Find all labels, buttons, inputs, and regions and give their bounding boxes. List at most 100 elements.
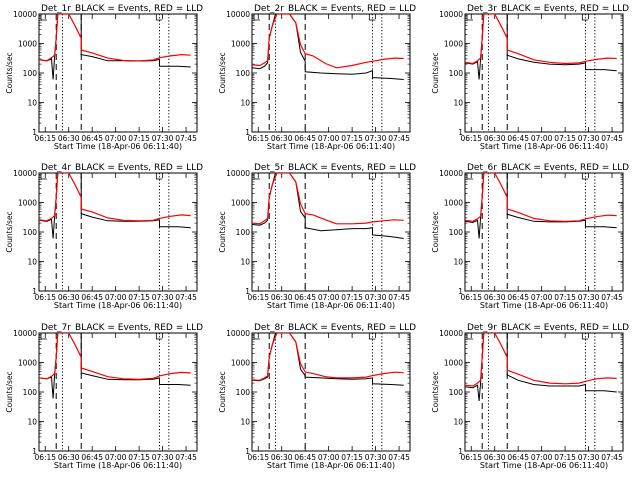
y-tick-label: 1000 <box>18 359 37 368</box>
y-tick-label: 100 <box>236 388 251 397</box>
detector-name: Det_7r <box>41 323 71 333</box>
y-tick-label: 10000 <box>226 329 250 338</box>
x-tick-label: 06:45 <box>81 293 103 302</box>
series-group <box>465 173 617 239</box>
y-axis-label: Counts/sec <box>218 371 227 412</box>
y-tick-label: 1000 <box>231 40 250 49</box>
y-tick-label: 1 <box>32 287 37 296</box>
legend-text: BLACK = Events, RED = LLD <box>501 163 629 173</box>
x-tick-label: 06:45 <box>294 453 316 462</box>
x-tick-label: 07:30 <box>152 134 174 143</box>
corner-marker <box>581 14 589 21</box>
legend-text: BLACK = Events, RED = LLD <box>75 323 203 333</box>
y-tick-label: 10 <box>240 258 250 267</box>
series-line-lld <box>465 173 617 222</box>
y-tick-label: 1 <box>458 128 463 137</box>
series-group <box>39 333 191 399</box>
x-tick-label: 06:45 <box>81 453 103 462</box>
x-tick-label: 06:15 <box>34 293 56 302</box>
x-tick-label: 07:30 <box>365 453 387 462</box>
y-tick-label: 100 <box>23 388 38 397</box>
panel-title: Det_3r BLACK = Events, RED = LLD <box>467 4 629 14</box>
panel-title: Det_2r BLACK = Events, RED = LLD <box>254 4 416 14</box>
x-tick-label: 07:45 <box>175 293 197 302</box>
x-tick-label: 06:15 <box>460 134 482 143</box>
detector-name: Det_9r <box>467 323 497 333</box>
panel-title: Det_9r BLACK = Events, RED = LLD <box>467 323 629 333</box>
series-group <box>39 14 191 80</box>
legend-text: BLACK = Events, RED = LLD <box>501 323 629 333</box>
series-line-lld <box>252 14 404 69</box>
y-tick-label: 100 <box>236 228 251 237</box>
y-tick-label: 1000 <box>231 359 250 368</box>
corner-marker <box>155 333 163 340</box>
x-tick-label: 07:30 <box>578 453 600 462</box>
y-tick-label: 1 <box>32 128 37 137</box>
corner-marker <box>40 333 47 340</box>
y-tick-label: 1000 <box>444 40 463 49</box>
panel-title: Det_1r BLACK = Events, RED = LLD <box>41 4 203 14</box>
x-tick-label: 07:30 <box>365 134 387 143</box>
y-tick-label: 10000 <box>439 329 463 338</box>
x-tick-label: 06:30 <box>484 134 506 143</box>
series-line-lld <box>39 333 191 380</box>
y-tick-label: 1000 <box>18 40 37 49</box>
x-tick-label: 07:00 <box>531 293 553 302</box>
x-tick-label: 06:45 <box>507 293 529 302</box>
detector-name: Det_4r <box>41 163 71 173</box>
panel-det-5r: Det_5r BLACK = Events, RED = LLD 1 10 100 100… <box>218 163 416 310</box>
series-group <box>465 14 617 80</box>
x-tick-label: 07:15 <box>554 293 576 302</box>
series-line-lld <box>465 333 617 387</box>
panel-title: Det_8r BLACK = Events, RED = LLD <box>254 323 416 333</box>
x-tick-label: 07:30 <box>365 293 387 302</box>
y-axis-label: Counts/sec <box>5 371 14 412</box>
y-tick-label: 1000 <box>231 199 250 208</box>
y-tick-label: 1 <box>245 287 250 296</box>
corner-marker <box>368 333 376 340</box>
panel-det-4r: Det_4r BLACK = Events, RED = LLD 1 10 100 100… <box>5 163 203 310</box>
x-tick-label: 07:45 <box>601 453 623 462</box>
y-tick-label: 10 <box>240 99 250 108</box>
x-tick-label: 06:15 <box>247 293 269 302</box>
panel-det-8r: Det_8r BLACK = Events, RED = LLD 1 10 100 100… <box>218 323 416 470</box>
x-tick-label: 07:30 <box>578 134 600 143</box>
legend-text: BLACK = Events, RED = LLD <box>288 163 416 173</box>
series-line-events <box>39 333 191 399</box>
x-axis-label: Start Time (18-Apr-06 06:11:40) <box>267 301 395 310</box>
x-tick-label: 07:15 <box>128 134 150 143</box>
corner-marker <box>40 173 47 180</box>
panel-det-1r: Det_1r BLACK = Events, RED = LLD 1 10 100 100… <box>5 4 203 151</box>
y-tick-label: 10 <box>453 418 463 427</box>
x-tick-label: 06:30 <box>58 293 80 302</box>
y-tick-label: 10000 <box>13 169 37 178</box>
x-tick-label: 07:00 <box>318 293 340 302</box>
x-tick-label: 07:00 <box>105 453 127 462</box>
series-line-events <box>39 14 191 80</box>
x-tick-label: 07:15 <box>128 453 150 462</box>
y-tick-label: 10 <box>27 418 37 427</box>
x-tick-label: 06:45 <box>294 134 316 143</box>
x-axis-label: Start Time (18-Apr-06 06:11:40) <box>54 461 182 470</box>
y-tick-label: 10000 <box>226 10 250 19</box>
x-tick-label: 06:15 <box>460 293 482 302</box>
y-tick-label: 1 <box>458 447 463 456</box>
x-tick-label: 06:45 <box>81 134 103 143</box>
panel-title: Det_4r BLACK = Events, RED = LLD <box>41 163 203 173</box>
x-tick-label: 06:15 <box>247 453 269 462</box>
detector-name: Det_2r <box>254 4 284 14</box>
x-tick-label: 07:45 <box>601 134 623 143</box>
x-tick-label: 07:00 <box>318 453 340 462</box>
x-tick-label: 07:45 <box>388 134 410 143</box>
x-tick-label: 06:30 <box>484 293 506 302</box>
x-tick-label: 07:45 <box>388 453 410 462</box>
legend-text: BLACK = Events, RED = LLD <box>288 4 416 14</box>
y-tick-label: 10 <box>453 258 463 267</box>
series-line-events <box>252 173 404 239</box>
y-tick-label: 1000 <box>444 359 463 368</box>
x-tick-label: 07:30 <box>152 293 174 302</box>
x-tick-label: 06:30 <box>271 293 293 302</box>
x-tick-label: 07:15 <box>554 453 576 462</box>
y-tick-label: 10 <box>27 99 37 108</box>
legend-text: BLACK = Events, RED = LLD <box>288 323 416 333</box>
